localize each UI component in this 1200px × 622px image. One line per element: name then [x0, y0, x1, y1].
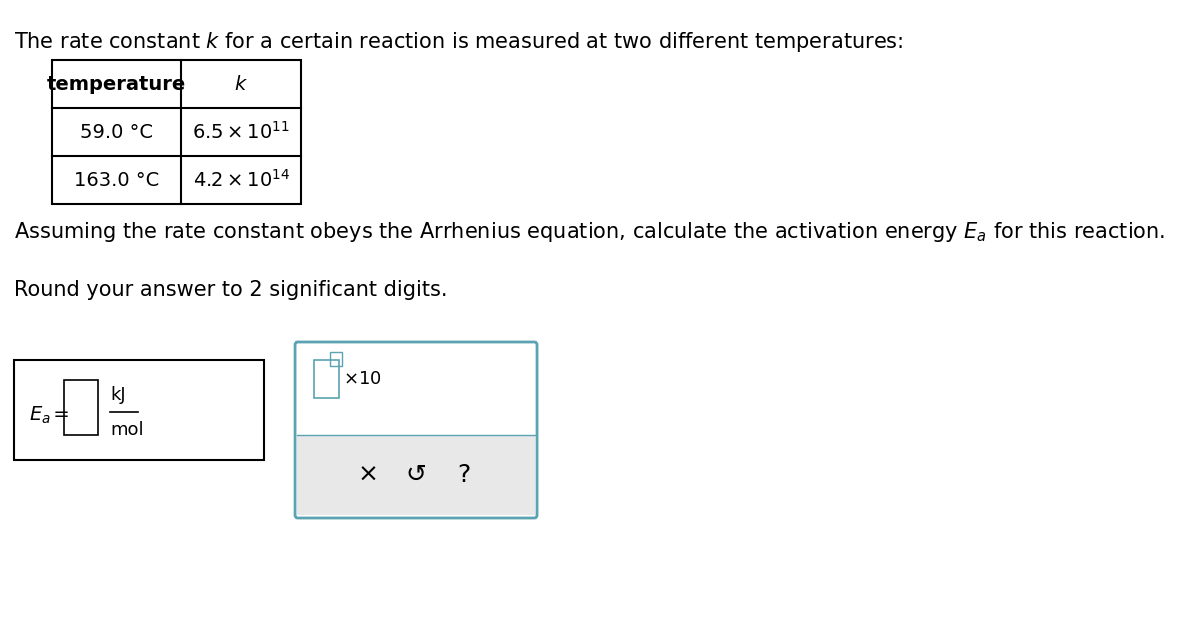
Bar — [298, 435, 535, 515]
Bar — [65, 380, 98, 435]
Text: temperature: temperature — [47, 75, 186, 93]
Text: The rate constant $k$ for a certain reaction is measured at two different temper: The rate constant $k$ for a certain reac… — [14, 30, 904, 54]
Text: $E_{a}$: $E_{a}$ — [29, 404, 50, 425]
Bar — [298, 345, 535, 435]
Bar — [330, 352, 342, 366]
Text: $k$: $k$ — [234, 75, 248, 93]
Text: ?: ? — [457, 463, 470, 487]
Text: $\times$10: $\times$10 — [343, 370, 382, 388]
Text: ×: × — [358, 463, 378, 487]
Text: 59.0 °C: 59.0 °C — [80, 123, 154, 141]
Text: kJ: kJ — [110, 386, 126, 404]
Text: ↺: ↺ — [406, 463, 426, 487]
Bar — [313, 360, 340, 398]
Text: 163.0 °C: 163.0 °C — [74, 170, 160, 190]
Bar — [14, 360, 264, 460]
Text: Assuming the rate constant obeys the Arrhenius equation, calculate the activatio: Assuming the rate constant obeys the Arr… — [14, 220, 1165, 244]
Text: $6.5 \times 10^{11}$: $6.5 \times 10^{11}$ — [192, 121, 290, 143]
Text: Round your answer to 2 significant digits.: Round your answer to 2 significant digit… — [14, 280, 448, 300]
Text: =: = — [47, 406, 76, 424]
Text: mol: mol — [110, 421, 144, 439]
Text: $4.2 \times 10^{14}$: $4.2 \times 10^{14}$ — [192, 169, 290, 191]
Bar — [53, 60, 301, 204]
